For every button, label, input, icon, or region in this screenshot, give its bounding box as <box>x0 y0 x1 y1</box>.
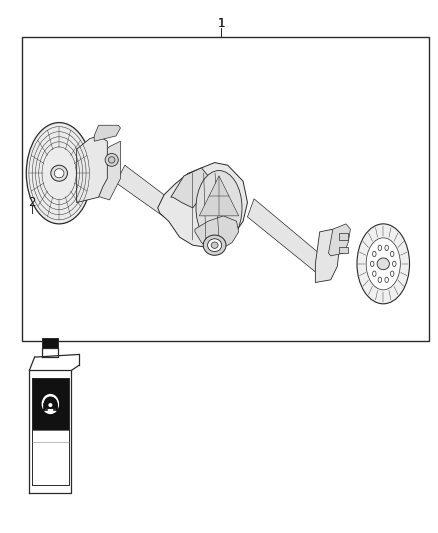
Ellipse shape <box>109 157 115 163</box>
Polygon shape <box>171 168 210 208</box>
Ellipse shape <box>373 271 376 277</box>
Ellipse shape <box>203 235 226 255</box>
Polygon shape <box>158 163 247 248</box>
Ellipse shape <box>378 245 381 251</box>
Ellipse shape <box>385 277 389 282</box>
Ellipse shape <box>390 251 394 256</box>
Ellipse shape <box>371 261 374 266</box>
Bar <box>42 338 58 348</box>
Polygon shape <box>42 348 58 357</box>
Ellipse shape <box>196 171 242 245</box>
Polygon shape <box>29 354 79 370</box>
Ellipse shape <box>390 271 394 277</box>
Text: 1: 1 <box>217 18 225 30</box>
Ellipse shape <box>105 154 118 166</box>
Ellipse shape <box>54 168 64 178</box>
Polygon shape <box>85 141 120 200</box>
Ellipse shape <box>377 258 389 270</box>
Ellipse shape <box>392 261 396 266</box>
Ellipse shape <box>378 277 381 282</box>
Ellipse shape <box>42 394 59 414</box>
Ellipse shape <box>211 242 218 248</box>
Ellipse shape <box>385 245 389 251</box>
Polygon shape <box>315 229 339 282</box>
Polygon shape <box>116 165 171 219</box>
Ellipse shape <box>357 224 410 304</box>
Ellipse shape <box>51 165 67 181</box>
Polygon shape <box>195 216 239 253</box>
Bar <box>32 430 69 485</box>
Text: 2: 2 <box>28 196 35 209</box>
Bar <box>339 233 348 240</box>
Polygon shape <box>199 176 239 216</box>
Polygon shape <box>29 370 71 493</box>
Text: 1: 1 <box>217 18 225 30</box>
Ellipse shape <box>49 404 52 406</box>
Ellipse shape <box>366 238 400 290</box>
Polygon shape <box>77 136 107 203</box>
Polygon shape <box>247 199 324 272</box>
Bar <box>339 247 348 253</box>
Polygon shape <box>94 125 120 141</box>
Bar <box>22 37 429 341</box>
Ellipse shape <box>26 123 92 224</box>
Ellipse shape <box>208 239 222 252</box>
Polygon shape <box>328 224 350 256</box>
Ellipse shape <box>373 251 376 256</box>
Bar <box>32 378 69 430</box>
